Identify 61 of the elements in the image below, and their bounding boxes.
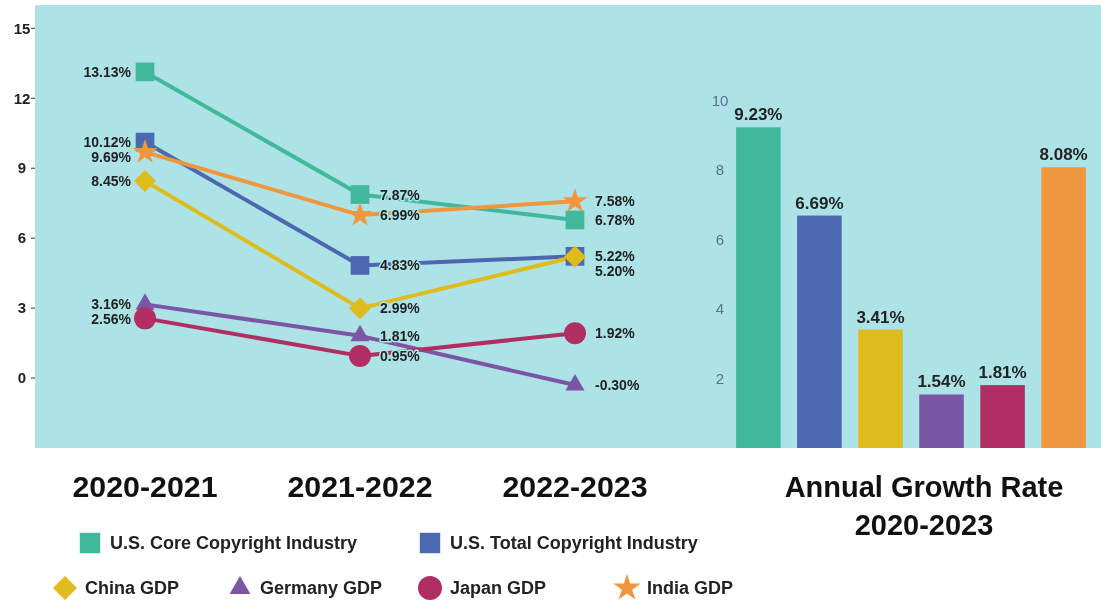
point (350, 256, 370, 275)
legend-label: China GDP (85, 578, 180, 599)
data-label: 7.87% (380, 186, 421, 203)
data-label: 6.69% (795, 193, 844, 213)
data-label: 13.13% (83, 63, 132, 80)
point (350, 185, 370, 204)
bar (736, 127, 781, 448)
y-tick-label: 6 (715, 230, 725, 248)
data-label: 3.16% (91, 296, 132, 313)
y-tick-label: 9 (17, 159, 27, 177)
bar (919, 394, 964, 448)
data-label: 1.54% (917, 372, 966, 392)
y-tick-label: 10 (711, 91, 729, 109)
data-label: 2.56% (91, 311, 132, 328)
data-label: 3.41% (856, 307, 905, 327)
legend-label: U.S. Core Copyright Industry (110, 533, 358, 554)
data-label: 4.83% (380, 257, 421, 274)
legend-label: U.S. Total Copyright Industry (450, 533, 698, 554)
y-tick-label: 8 (715, 161, 725, 179)
bar (858, 329, 903, 448)
data-label: 8.08% (1039, 145, 1088, 165)
data-label: 1.81% (978, 363, 1027, 383)
bar (1041, 167, 1086, 448)
data-label: -0.30% (595, 377, 640, 394)
data-label: 7.58% (595, 193, 636, 210)
x-tick-label: 2020-2021 (72, 470, 218, 503)
point (135, 62, 155, 82)
y-tick-label: 4 (715, 300, 725, 318)
legend-label: Germany GDP (260, 578, 383, 599)
data-label: 0.95% (380, 347, 421, 364)
x-tick-label: 2022-2023 (502, 470, 648, 503)
y-tick-label: 12 (13, 89, 31, 107)
point (564, 322, 586, 345)
point (349, 297, 371, 320)
point (349, 344, 371, 367)
data-label: 8.45% (91, 173, 132, 190)
x-axis-title: Annual Growth Rate 2020-2023 (784, 471, 1064, 541)
point (562, 188, 588, 212)
data-label: 5.20% (595, 263, 636, 280)
data-label: 10.12% (83, 134, 132, 151)
bar (797, 215, 842, 448)
point (132, 138, 158, 163)
data-label: 9.69% (91, 149, 132, 166)
point (134, 307, 156, 330)
y-tick-label: 0 (17, 369, 27, 387)
legend-label: India GDP (647, 578, 734, 599)
data-label: 6.78% (595, 211, 636, 228)
data-label: 5.22% (595, 248, 636, 265)
legend-label: Japan GDP (450, 578, 547, 599)
y-tick-label: 6 (17, 229, 27, 247)
x-tick-label: 2021-2022 (287, 470, 433, 503)
y-tick-label: 15 (13, 19, 31, 37)
bar (980, 385, 1025, 448)
data-label: 1.81% (380, 327, 421, 344)
data-label: 9.23% (734, 105, 783, 125)
point (134, 170, 156, 193)
y-tick-label: 2 (715, 369, 725, 387)
y-tick-label: 3 (17, 299, 27, 317)
data-label: 2.99% (380, 300, 421, 317)
data-label: 1.92% (595, 325, 636, 342)
point (565, 210, 585, 230)
